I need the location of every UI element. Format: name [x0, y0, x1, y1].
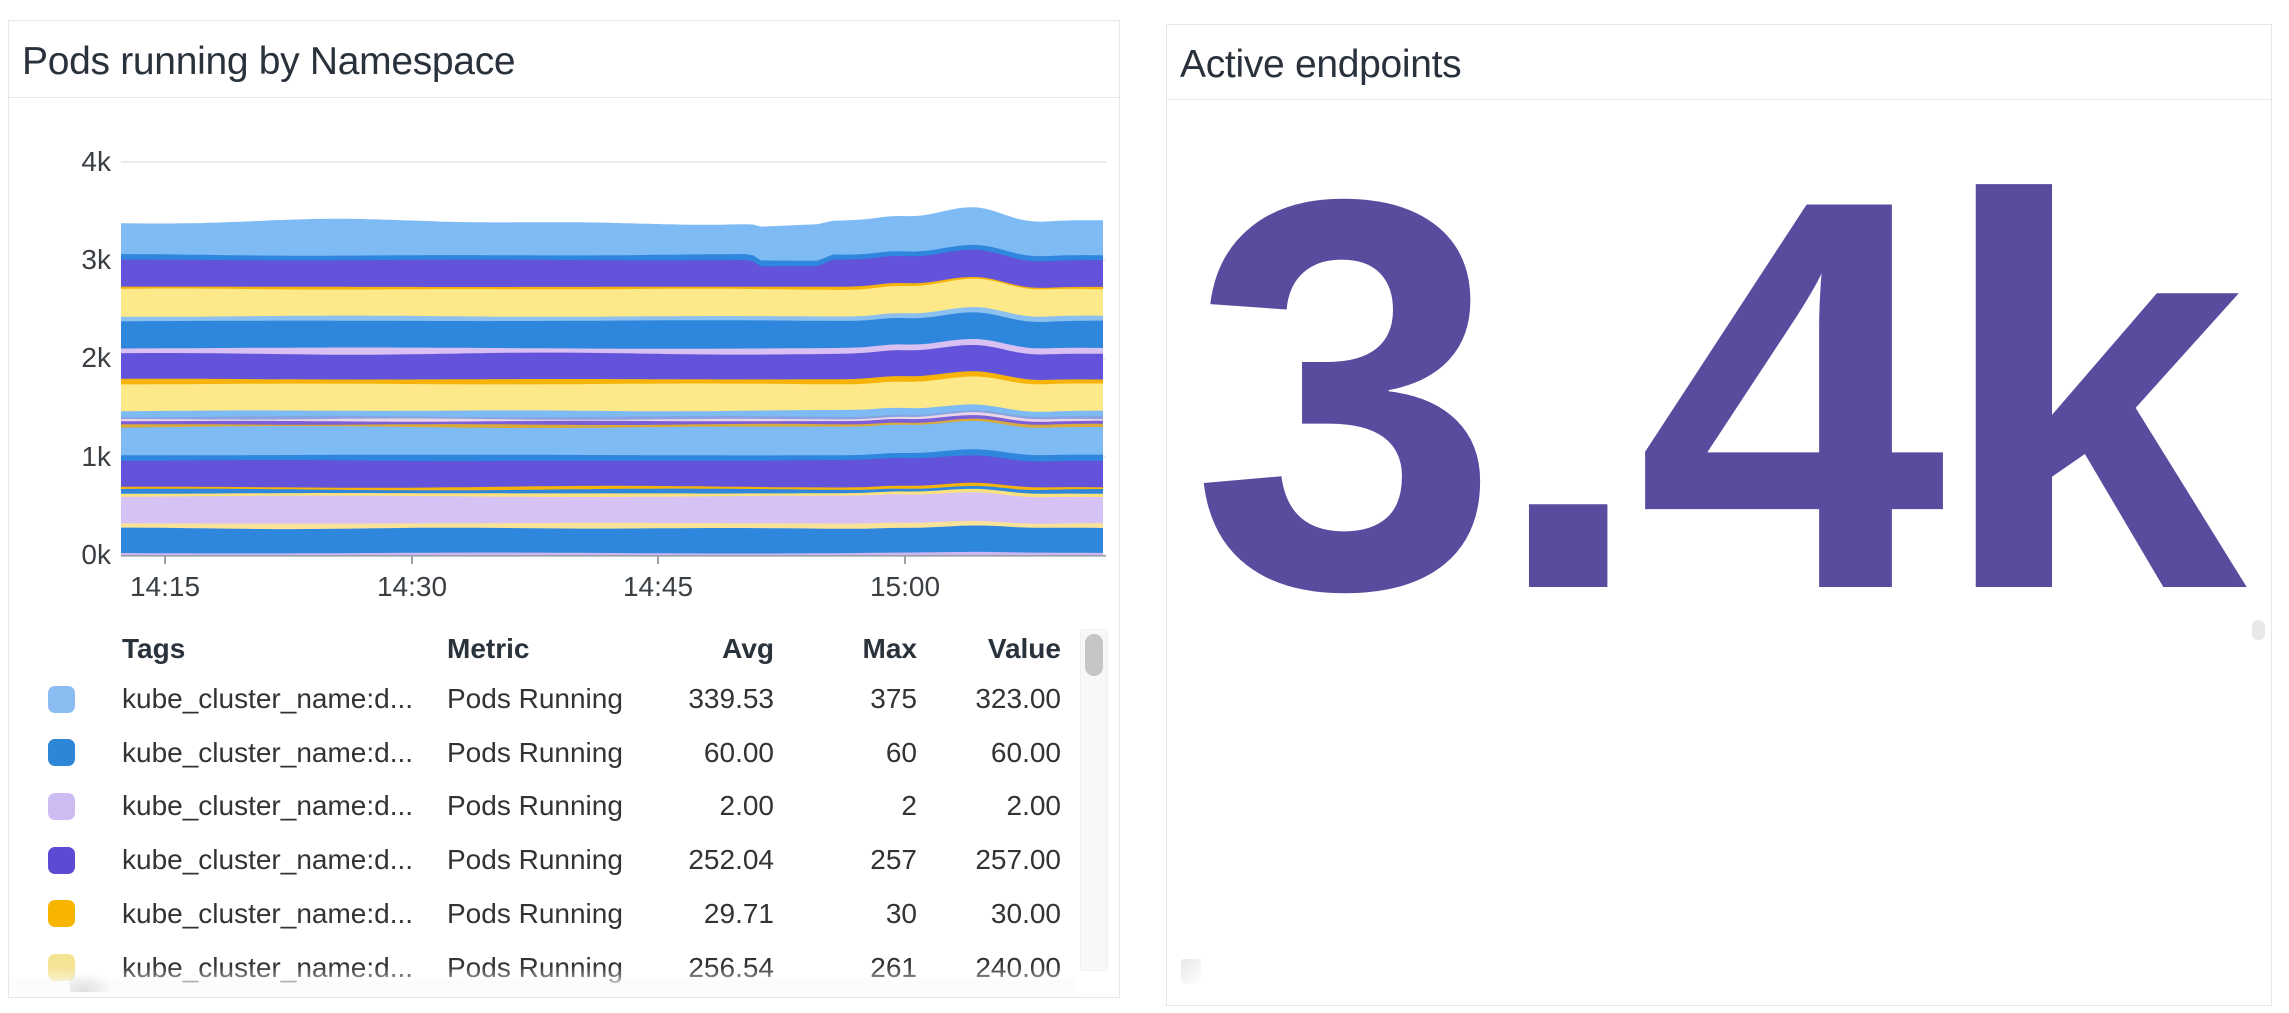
svg-text:3.4k: 3.4k	[1191, 84, 2250, 705]
svg-text:15:00: 15:00	[870, 571, 940, 602]
svg-text:3k: 3k	[81, 244, 112, 275]
svg-text:14:30: 14:30	[377, 571, 447, 602]
svg-text:2k: 2k	[81, 342, 112, 373]
svg-text:14:15: 14:15	[130, 571, 200, 602]
svg-text:0k: 0k	[81, 539, 112, 570]
svg-text:1k: 1k	[81, 441, 112, 472]
svg-text:4k: 4k	[81, 146, 112, 177]
svg-text:14:45: 14:45	[623, 571, 693, 602]
